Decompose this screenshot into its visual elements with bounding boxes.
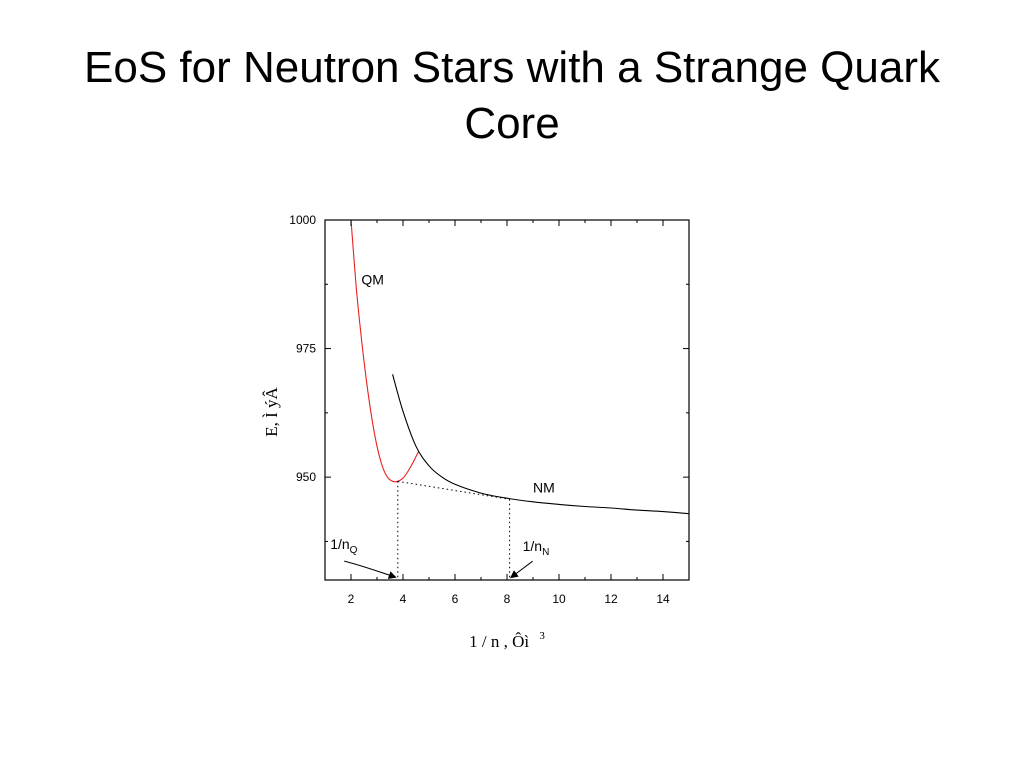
y-tick-label: 975 — [296, 342, 316, 356]
annotation-qm: QM — [361, 271, 384, 287]
axis-labels: E, Ì ýÂ 1 / n , Ôì 3 — [262, 386, 545, 651]
x-tick-label: 2 — [348, 592, 355, 606]
series-qm-line — [350, 220, 420, 483]
x-tick-label: 10 — [552, 592, 566, 606]
x-tick-label: 8 — [504, 592, 511, 606]
y-tick-label: 950 — [296, 470, 316, 484]
y-tick-label: 1000 — [289, 213, 316, 227]
annotation-nm: NM — [533, 480, 555, 496]
x-tick-label: 4 — [400, 592, 407, 606]
x-tick-label: 14 — [656, 592, 670, 606]
x-axis-title: 1 / n , Ôì 3 — [469, 630, 545, 651]
arrow-1-nn — [510, 560, 533, 579]
annotations: QM NM 1/nQ 1/nN — [330, 271, 555, 579]
x-axis-title-exponent: 3 — [539, 630, 545, 642]
series-tangent-line — [397, 480, 510, 500]
slide-title-line-1: EoS for Neutron Stars with a Strange Qua… — [84, 43, 940, 92]
x-axis-title-text: 1 / n , Ôì — [469, 632, 529, 651]
annotation-nq: 1/nQ — [330, 536, 357, 556]
annotation-nn: 1/nN — [523, 538, 550, 558]
axis-ticks: 2 4 6 8 10 12 14 950 975 1000 — [289, 213, 690, 606]
slide-title: EoS for Neutron Stars with a Strange Qua… — [0, 40, 1024, 152]
series-nm-line — [392, 374, 689, 515]
x-tick-label: 12 — [604, 592, 618, 606]
slide-title-line-2: Core — [464, 99, 560, 148]
arrow-1-nq — [344, 560, 397, 579]
data-layer — [350, 220, 689, 580]
y-axis-title: E, Ì ýÂ — [262, 386, 281, 436]
x-tick-label: 6 — [452, 592, 459, 606]
